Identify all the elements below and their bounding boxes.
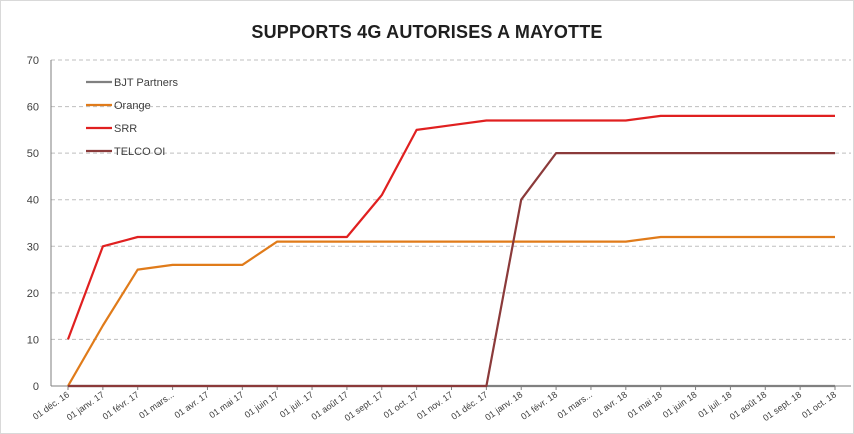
x-tick-label: 01 avr. 17	[172, 389, 210, 420]
x-tick-label: 01 janv. 17	[65, 389, 106, 422]
x-tick-label: 01 oct. 17	[382, 389, 420, 420]
x-tick-label: 01 juin 18	[661, 389, 699, 420]
x-tick-label: 01 oct. 18	[800, 389, 838, 420]
series-line-orange	[67, 235, 835, 387]
legend-label-telco-oi: TELCO OI	[114, 146, 165, 158]
chart-title: SUPPORTS 4G AUTORISES A MAYOTTE	[251, 22, 603, 42]
series-line-telco-oi	[68, 152, 835, 388]
x-tick-label: 01 sept. 17	[343, 389, 385, 423]
x-tick-label: 01 avr. 18	[591, 389, 629, 420]
x-tick-label: 01 mai 18	[626, 389, 664, 420]
y-tick-label: 70	[27, 55, 39, 67]
x-tick-label: 01 déc. 17	[449, 389, 489, 421]
x-tick-label: 01 févr. 18	[519, 389, 559, 421]
y-tick-label: 10	[27, 334, 39, 346]
x-tick-label: 01 févr. 17	[101, 389, 141, 421]
x-tick-label: 01 janv. 18	[483, 389, 524, 422]
x-tick-label: 01 mars...	[556, 389, 595, 420]
legend-label-orange: Orange	[114, 100, 151, 112]
y-tick-label: 0	[33, 381, 39, 393]
x-tick-label: 01 déc. 16	[31, 389, 71, 421]
x-tick-label: 01 nov. 17	[415, 389, 455, 421]
y-tick-label: 20	[27, 288, 39, 300]
x-tick-label: 01 mars...	[137, 389, 176, 420]
x-tick-label: 01 mai 17	[207, 389, 245, 420]
x-tick-label: 01 sept. 18	[761, 389, 803, 423]
y-tick-label: 60	[27, 102, 39, 114]
series-line-srr	[66, 114, 835, 340]
legend-label-bjt-partners: BJT Partners	[114, 77, 178, 89]
y-tick-label: 50	[27, 148, 39, 160]
legend-label-srr: SRR	[114, 123, 137, 135]
y-tick-label: 30	[27, 241, 39, 253]
x-tick-label: 01 juin 17	[243, 389, 281, 420]
y-tick-label: 40	[27, 195, 39, 207]
